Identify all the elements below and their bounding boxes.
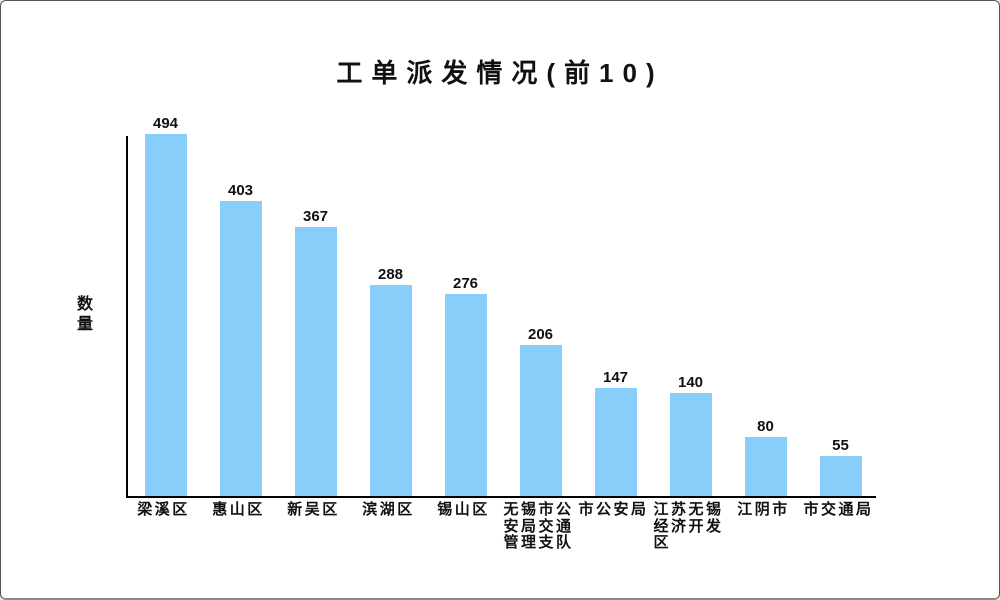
bar-value-label: 494 (152, 114, 179, 132)
bar-group: 403 (203, 134, 278, 496)
bar-value-label: 206 (527, 325, 554, 343)
bar-value-label: 403 (227, 181, 254, 199)
x-axis-label-cell: 滨湖区 (351, 501, 426, 552)
bar[interactable] (744, 437, 787, 496)
bar[interactable] (444, 294, 487, 496)
x-axis-label: 新吴区 (287, 501, 340, 518)
bar-group: 276 (428, 134, 503, 496)
bar-value-label: 367 (302, 207, 329, 225)
bar[interactable] (294, 227, 337, 496)
bar[interactable] (369, 285, 412, 496)
x-axis-label-cell: 江苏无锡 经济开发 区 (651, 501, 726, 552)
x-axis-label: 锡山区 (437, 501, 490, 518)
bar-group: 55 (803, 134, 878, 496)
plot-area: 494 403 367 288 276 206 147 140 80 55 (126, 115, 878, 498)
x-axis-label-cell: 市公安局 (576, 501, 651, 552)
x-axis-label: 江苏无锡 经济开发 区 (653, 501, 724, 551)
bar-value-label: 276 (452, 274, 479, 292)
x-axis-label: 无锡市公 安局交通 管理支队 (503, 501, 574, 551)
y-axis-label: 数量 (77, 296, 94, 333)
x-axis-label-cell: 锡山区 (426, 501, 501, 552)
bar[interactable] (219, 201, 262, 496)
bar-group: 494 (128, 115, 203, 496)
bar[interactable] (819, 456, 862, 496)
x-axis-label: 惠山区 (212, 501, 265, 518)
bars-row: 494 403 367 288 276 206 147 140 80 55 (128, 115, 878, 496)
x-axis-label: 市交通局 (803, 501, 874, 518)
x-axis-label: 滨湖区 (362, 501, 415, 518)
bar-group: 80 (728, 134, 803, 496)
x-axis-label-cell: 江阴市 (726, 501, 801, 552)
bar-group: 147 (578, 134, 653, 496)
bar[interactable] (144, 134, 187, 496)
bar-group: 367 (278, 134, 353, 496)
bar-group: 140 (653, 134, 728, 496)
bar-group: 288 (353, 134, 428, 496)
bar-value-label: 80 (757, 417, 774, 435)
bar-group: 206 (503, 134, 578, 496)
x-axis-label-cell: 惠山区 (201, 501, 276, 552)
x-axis-label: 市公安局 (578, 501, 649, 518)
x-axis-labels: 梁溪区 惠山区 新吴区 滨湖区 锡山区 无锡市公 安局交通 管理支队 市公安局 江苏无锡 经济… (126, 501, 876, 552)
chart-title: 工单派发情况(前10) (336, 58, 664, 88)
bar[interactable] (669, 393, 712, 496)
x-axis-label: 江阴市 (737, 501, 790, 518)
bar-value-label: 147 (602, 368, 629, 386)
bar-value-label: 140 (677, 373, 704, 391)
bar-value-label: 55 (832, 436, 849, 454)
x-axis-label: 梁溪区 (137, 501, 190, 518)
x-axis-label-cell: 梁溪区 (126, 501, 201, 552)
bar[interactable] (519, 345, 562, 496)
bar-value-label: 288 (377, 265, 404, 283)
x-axis-label-cell: 无锡市公 安局交通 管理支队 (501, 501, 576, 552)
bar[interactable] (594, 388, 637, 496)
x-axis-label-cell: 新吴区 (276, 501, 351, 552)
x-axis-label-cell: 市交通局 (801, 501, 876, 552)
